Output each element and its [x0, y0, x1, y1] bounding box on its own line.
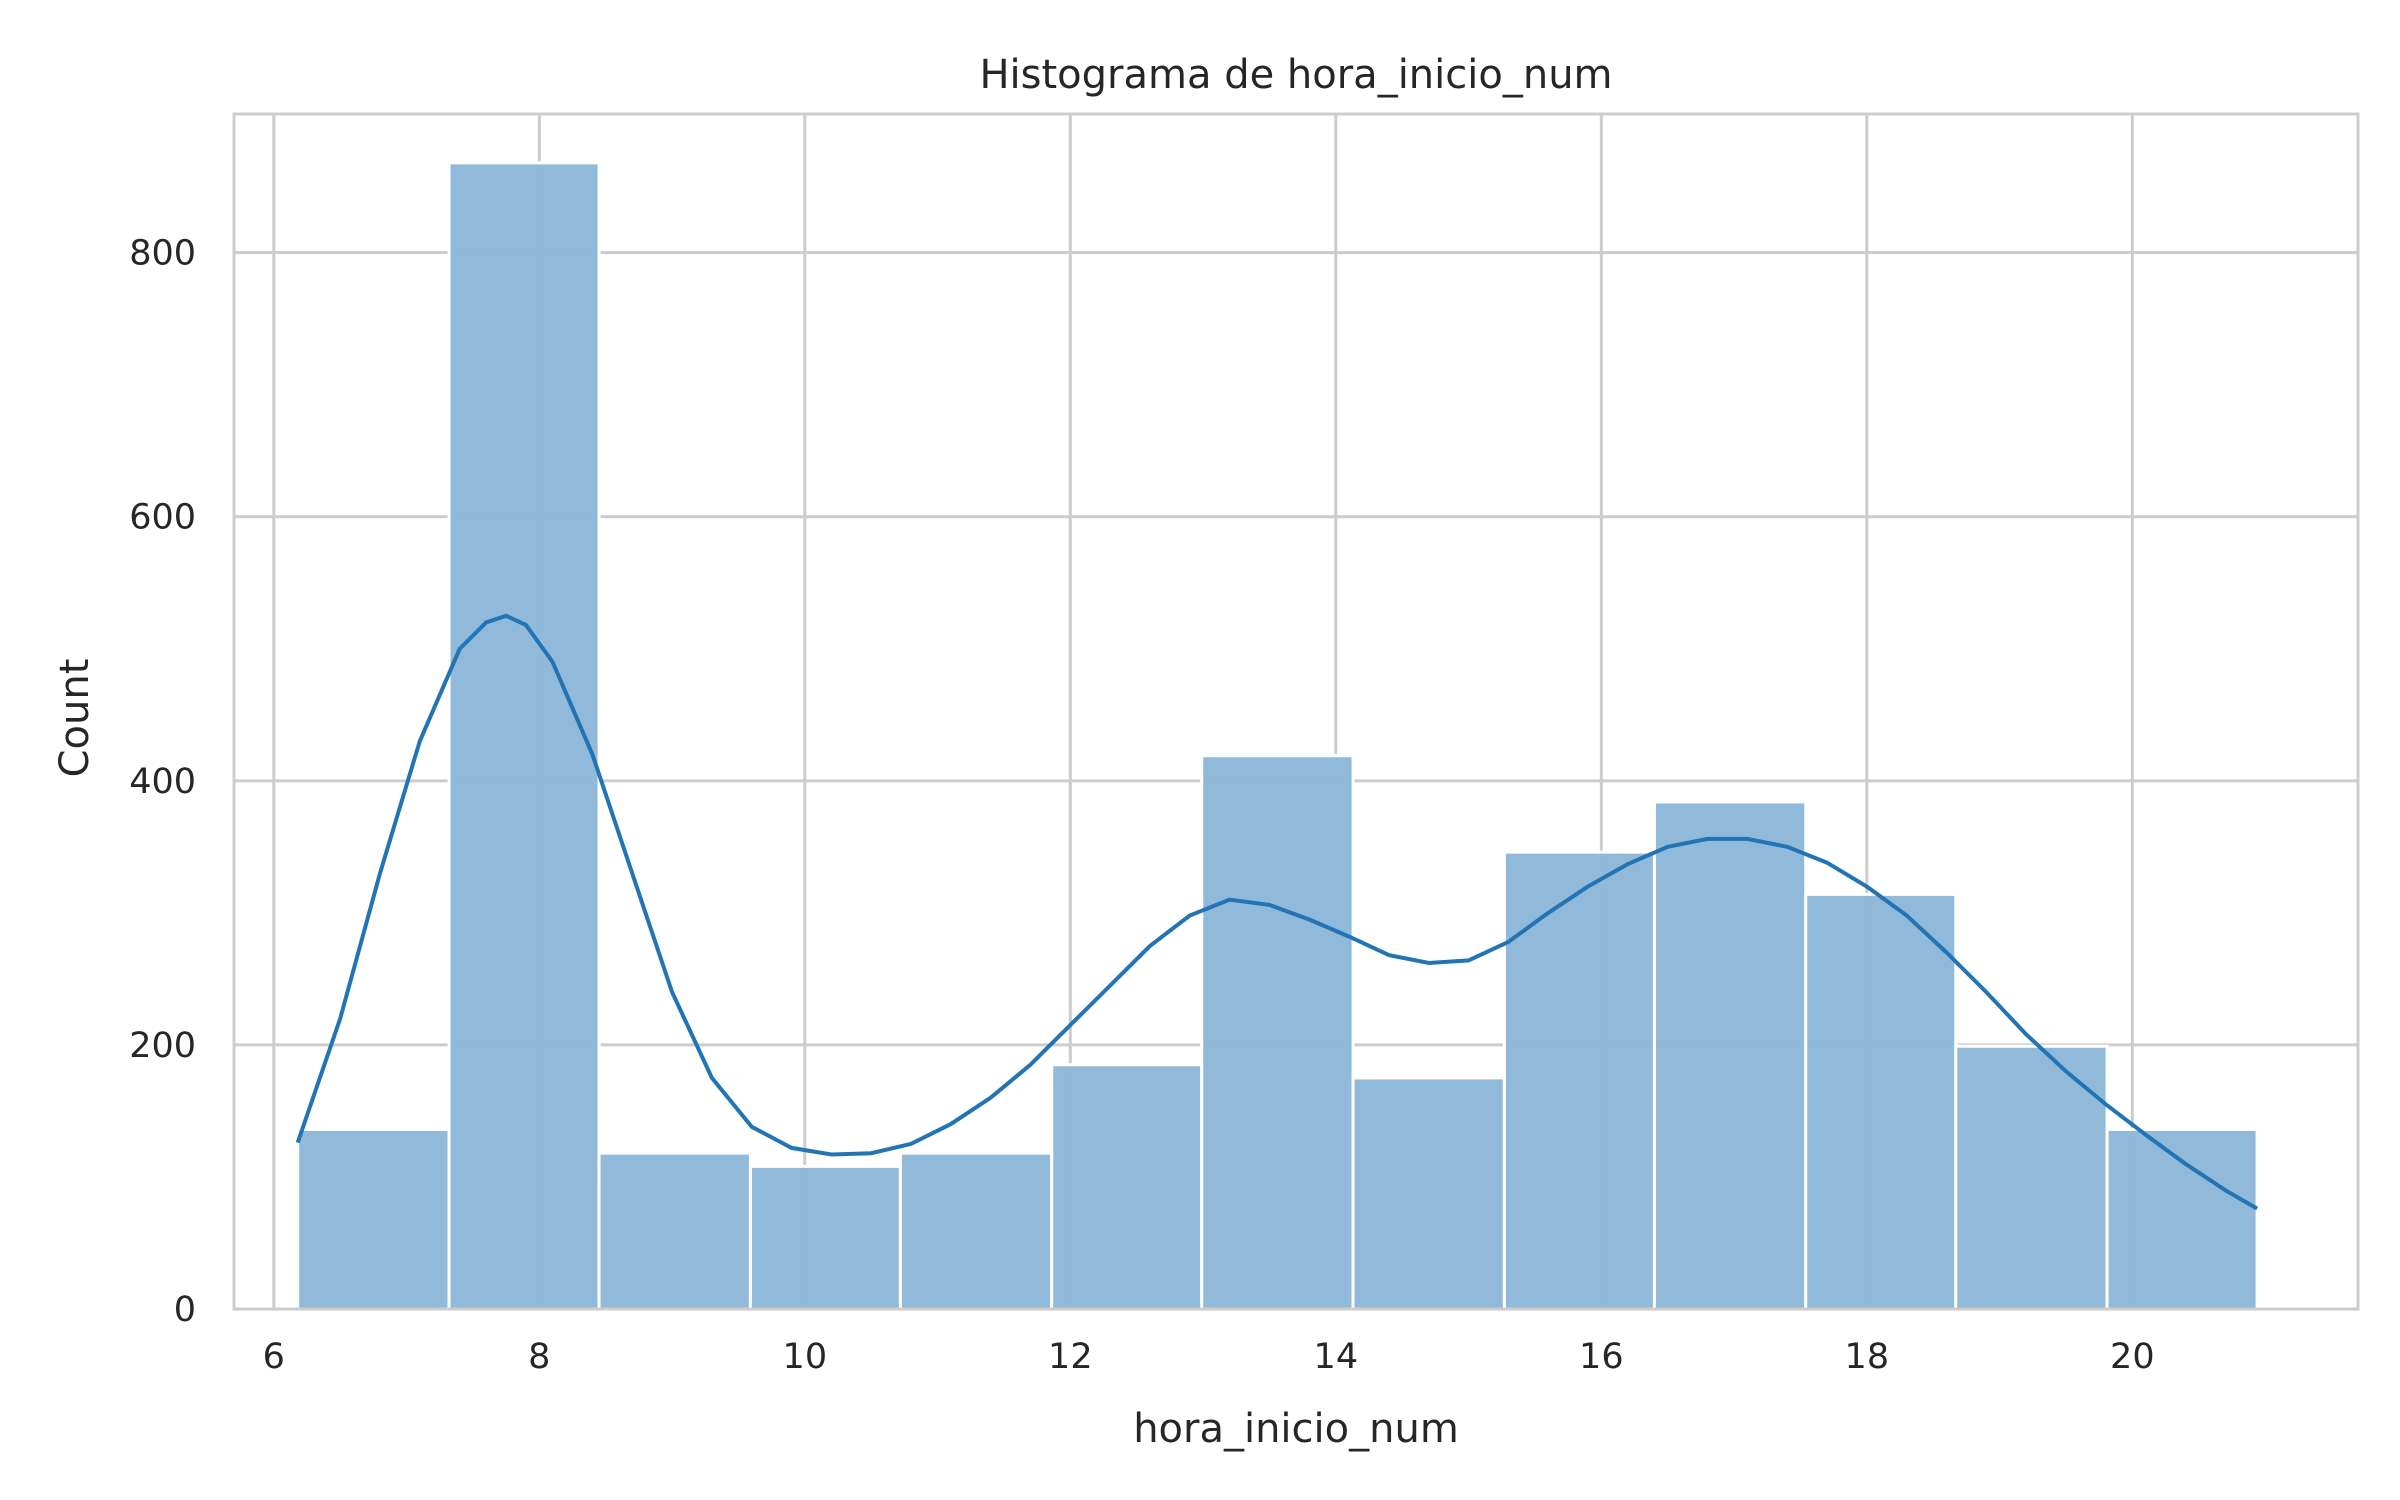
kde-curve — [295, 613, 2259, 1211]
histogram-bar — [1954, 1044, 2109, 1311]
x-tick-label: 18 — [1845, 1337, 1890, 1377]
histogram-bars — [296, 161, 2259, 1311]
x-tick-label: 8 — [528, 1337, 550, 1377]
x-tick-label: 16 — [1579, 1337, 1624, 1377]
y-tick-label: 600 — [129, 498, 196, 538]
histogram-bar — [296, 1127, 451, 1311]
x-tick-label: 10 — [783, 1337, 828, 1377]
x-tick-label: 12 — [1048, 1337, 1093, 1377]
x-axis-label: hora_inicio_num — [1133, 1406, 1459, 1452]
y-tick-label: 400 — [129, 762, 196, 802]
histogram-bar — [1351, 1076, 1506, 1311]
histogram-bar — [1200, 754, 1355, 1311]
histogram-bar — [447, 161, 601, 1311]
histogram-bar — [1050, 1063, 1204, 1311]
histogram-bar — [1804, 892, 1958, 1311]
y-tick-label: 0 — [174, 1290, 196, 1330]
chart-title: Histograma de hora_inicio_num — [979, 52, 1612, 98]
x-tick-label: 20 — [2110, 1337, 2155, 1377]
y-tick-label: 800 — [129, 234, 196, 274]
histogram-bar — [597, 1151, 752, 1311]
histogram-bar — [748, 1164, 902, 1311]
x-tick-label: 6 — [263, 1337, 285, 1377]
y-tick-label: 200 — [129, 1026, 196, 1066]
x-axis-ticks: 6 8 10 12 14 16 18 20 — [263, 1337, 2155, 1377]
histogram-bar — [1502, 850, 1656, 1311]
histogram-bar — [1652, 800, 1808, 1311]
x-tick-label: 14 — [1314, 1337, 1359, 1377]
y-axis-label: Count — [52, 659, 98, 778]
y-axis-ticks: 0 200 400 600 800 — [129, 234, 196, 1330]
histogram-bar — [898, 1151, 1054, 1311]
histogram-bar — [2105, 1127, 2259, 1311]
plot-frame — [232, 112, 2360, 1311]
